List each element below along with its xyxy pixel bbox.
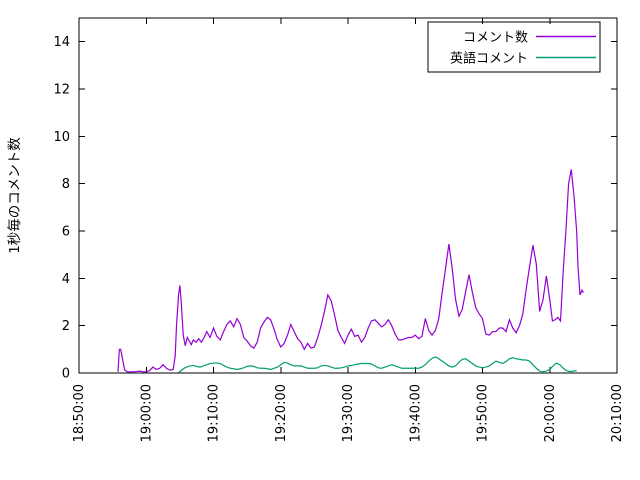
plot-frame — [78, 17, 618, 374]
y-tick-label: 8 — [62, 177, 70, 192]
y-tick-label: 10 — [53, 130, 70, 145]
x-tick-label: 19:20:00 — [274, 384, 289, 442]
x-tick-label: 19:10:00 — [207, 384, 222, 442]
x-tick-label: 19:50:00 — [476, 384, 491, 442]
legend-border — [427, 21, 601, 73]
y-tick-label: 2 — [62, 319, 70, 334]
series-line — [117, 169, 584, 373]
y-axis-label-text: 1秒毎のコメント数 — [7, 137, 23, 254]
x-tick-label: 20:10:00 — [610, 384, 625, 442]
x-tick-label: 18:50:00 — [72, 384, 87, 442]
x-tick-label: 20:00:00 — [543, 384, 558, 442]
legend-label: コメント数 — [463, 31, 528, 46]
series-line — [178, 356, 577, 374]
y-tick-label: 6 — [62, 225, 70, 240]
x-tick-label: 19:30:00 — [341, 384, 356, 442]
y-tick-label: 0 — [62, 367, 70, 382]
y-axis-label: 1秒毎のコメント数 — [7, 137, 23, 254]
y-tick-label: 4 — [62, 272, 70, 287]
data-series-group — [117, 169, 584, 374]
y-tick-label: 14 — [53, 35, 70, 50]
y-tick-label: 12 — [53, 83, 70, 98]
x-axis-ticks: 18:50:00 19:00:00 19:10:00 19:20:00 19:30:00… — [72, 18, 625, 442]
y-axis-ticks: 0 2 4 6 8 10 12 14 — [53, 35, 617, 382]
legend-label: 英語コメント — [450, 51, 528, 67]
x-tick-label: 19:00:00 — [139, 384, 154, 442]
x-tick-label: 19:40:00 — [408, 384, 423, 442]
